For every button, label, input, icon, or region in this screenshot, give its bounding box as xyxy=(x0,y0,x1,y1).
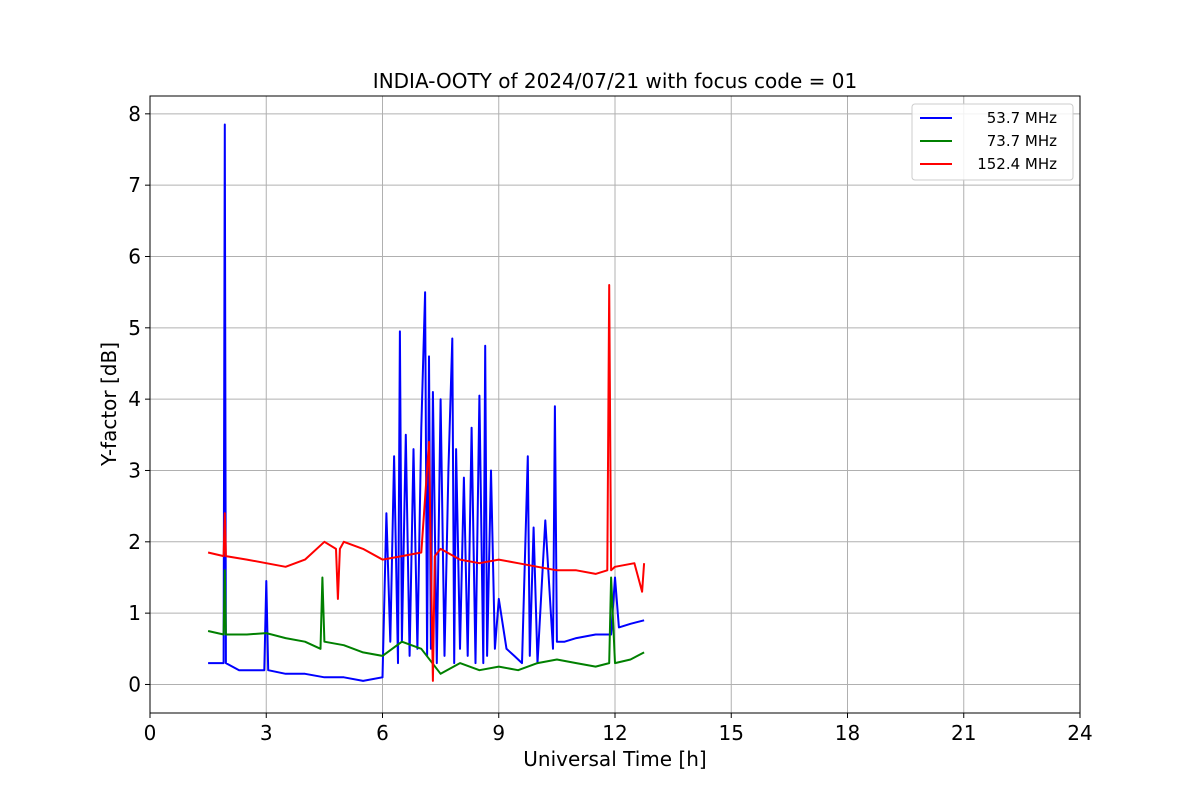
x-tick-label: 0 xyxy=(144,721,157,745)
legend-label: 53.7 MHz xyxy=(987,109,1057,127)
x-tick-label: 3 xyxy=(260,721,273,745)
y-tick-label: 4 xyxy=(128,387,141,411)
x-tick-label: 15 xyxy=(719,721,744,745)
grid xyxy=(149,96,1081,713)
legend-box xyxy=(911,103,1074,181)
y-tick-label: 1 xyxy=(128,601,141,625)
y-axis-ticks: 0 1 2 3 4 5 6 7 8 xyxy=(128,102,150,696)
x-tick-label: 6 xyxy=(376,721,389,745)
x-tick-label: 24 xyxy=(1067,721,1092,745)
x-tick-label: 18 xyxy=(835,721,860,745)
series-line-2 xyxy=(207,569,645,675)
x-tick-label: 9 xyxy=(492,721,505,745)
chart-title: INDIA-OOTY of 2024/07/21 with focus code… xyxy=(373,69,857,93)
legend: 53.7 MHz 73.7 MHz 152.4 MHz xyxy=(911,103,1074,181)
y-tick-label: 7 xyxy=(128,173,141,197)
x-axis-label: Universal Time [h] xyxy=(523,747,706,771)
x-axis-ticks: 0 3 6 9 12 15 18 21 24 xyxy=(144,713,1093,745)
series-line-1 xyxy=(208,123,645,682)
y-tick-label: 6 xyxy=(128,244,141,268)
y-tick-label: 0 xyxy=(128,672,141,696)
y-tick-label: 8 xyxy=(128,102,141,126)
legend-label: 73.7 MHz xyxy=(987,132,1057,150)
series-lines xyxy=(207,123,646,682)
x-tick-label: 21 xyxy=(951,721,976,745)
legend-label: 152.4 MHz xyxy=(977,155,1057,173)
series-line-3 xyxy=(207,284,646,682)
y-axis-label: Y-factor [dB] xyxy=(97,342,121,467)
y-tick-label: 2 xyxy=(128,530,141,554)
x-tick-label: 12 xyxy=(602,721,627,745)
y-tick-label: 3 xyxy=(128,458,141,482)
y-tick-label: 5 xyxy=(128,316,141,340)
